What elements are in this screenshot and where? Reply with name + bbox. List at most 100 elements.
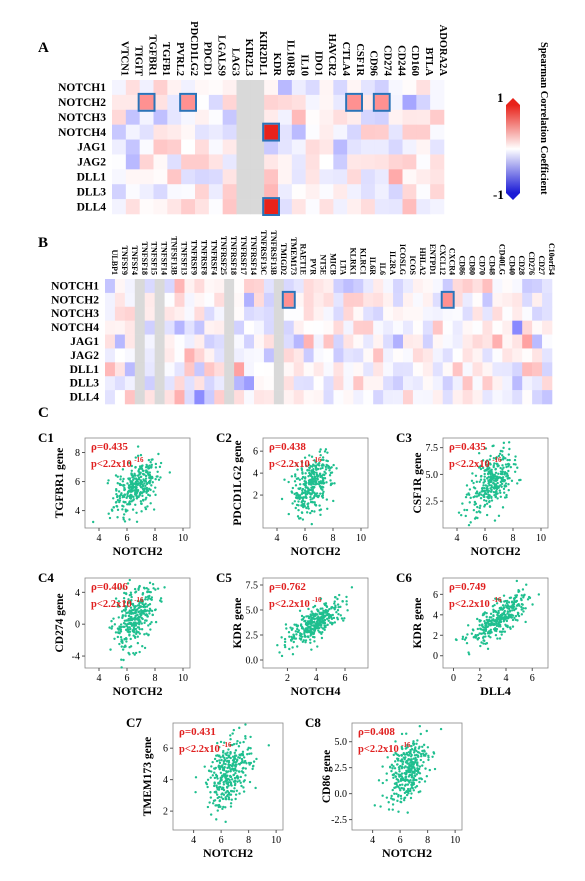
column-label: BTLA bbox=[423, 47, 434, 76]
data-point bbox=[311, 491, 314, 494]
data-point bbox=[489, 476, 492, 479]
data-point bbox=[124, 604, 127, 608]
data-point bbox=[229, 743, 232, 747]
data-point bbox=[387, 808, 391, 811]
heatmap-cell bbox=[323, 320, 334, 335]
heatmap-cell bbox=[273, 376, 285, 391]
heatmap-cell bbox=[139, 124, 154, 140]
data-point bbox=[287, 512, 290, 516]
data-point bbox=[145, 605, 149, 608]
heatmap-cell bbox=[462, 306, 473, 321]
data-point bbox=[218, 759, 221, 762]
heatmap-cell bbox=[293, 376, 304, 391]
heatmap-cell bbox=[305, 124, 320, 140]
data-point bbox=[489, 469, 492, 472]
data-point bbox=[154, 462, 158, 466]
data-point bbox=[227, 796, 231, 799]
data-point bbox=[420, 755, 423, 758]
heatmap-cell bbox=[383, 279, 394, 294]
column-label: TNFRSF25 bbox=[219, 236, 228, 275]
data-point bbox=[506, 458, 509, 462]
data-point bbox=[126, 582, 130, 585]
heatmap-cell bbox=[263, 362, 275, 377]
data-point bbox=[121, 625, 125, 629]
heatmap-cell bbox=[194, 306, 205, 321]
data-point bbox=[138, 650, 141, 654]
heatmap-cell bbox=[154, 390, 165, 405]
data-point bbox=[478, 620, 481, 623]
data-point bbox=[134, 503, 137, 507]
data-point bbox=[287, 631, 291, 634]
data-point bbox=[298, 609, 302, 612]
x-tick-label: 6 bbox=[125, 673, 130, 684]
data-point bbox=[324, 611, 327, 614]
data-point bbox=[326, 451, 329, 454]
data-point bbox=[332, 499, 335, 503]
heatmap-cell bbox=[462, 348, 473, 363]
data-point bbox=[312, 605, 315, 609]
data-point bbox=[299, 516, 302, 520]
plot-frame bbox=[442, 437, 549, 529]
data-point bbox=[318, 509, 321, 512]
data-point bbox=[408, 752, 412, 755]
heatmap-cell bbox=[184, 334, 195, 349]
data-point bbox=[118, 642, 121, 646]
p-stat: p<2.2x10 bbox=[91, 459, 132, 470]
heatmap-cell bbox=[139, 169, 154, 185]
heatmap-cell bbox=[112, 154, 127, 170]
data-point bbox=[235, 742, 238, 745]
data-point bbox=[244, 774, 247, 777]
data-point bbox=[224, 797, 227, 801]
heatmap-cell bbox=[224, 362, 235, 377]
heatmap-cell bbox=[264, 199, 279, 215]
y-tick-label: 2 bbox=[253, 491, 258, 502]
data-point bbox=[134, 465, 137, 469]
heatmap-cell bbox=[134, 376, 146, 391]
heatmap-cell bbox=[383, 334, 394, 349]
data-point bbox=[222, 783, 226, 786]
data-point bbox=[156, 587, 160, 590]
heatmap-cell bbox=[482, 320, 493, 335]
data-point bbox=[148, 602, 152, 606]
heatmap-cell bbox=[462, 334, 473, 349]
data-point bbox=[287, 480, 290, 484]
data-point bbox=[505, 619, 509, 623]
heatmap-cell bbox=[283, 390, 295, 405]
data-point bbox=[209, 813, 213, 816]
heatmap-cell bbox=[482, 334, 493, 349]
rho-stat: ρ=0.435 bbox=[91, 441, 128, 453]
heatmap-cell bbox=[432, 362, 444, 377]
data-point bbox=[301, 627, 305, 630]
x-tick-label: 2 bbox=[285, 673, 290, 684]
data-point bbox=[481, 459, 485, 462]
data-point bbox=[129, 637, 132, 641]
data-point bbox=[465, 508, 469, 512]
heatmap-cell bbox=[430, 169, 445, 185]
panel-b-label: B bbox=[38, 235, 48, 251]
data-point bbox=[511, 603, 514, 607]
data-point bbox=[478, 492, 481, 496]
data-point bbox=[324, 468, 328, 471]
heatmap-cell bbox=[403, 306, 414, 321]
p-stat: p<2.2x10 bbox=[449, 459, 490, 470]
heatmap-cell bbox=[134, 334, 146, 349]
heatmap-cell bbox=[333, 362, 344, 377]
column-label: TNFRSF13C bbox=[259, 230, 268, 275]
heatmap-cell bbox=[254, 306, 265, 321]
row-label: JAG1 bbox=[70, 336, 99, 348]
data-point bbox=[312, 612, 315, 616]
data-point bbox=[411, 782, 414, 786]
heatmap-cell bbox=[291, 124, 306, 140]
column-label: IL2RA bbox=[388, 251, 397, 275]
heatmap-cell bbox=[353, 390, 364, 405]
data-point bbox=[149, 590, 152, 594]
highlight-box bbox=[262, 122, 280, 142]
y-tick-label: 7.5 bbox=[426, 443, 439, 454]
data-point bbox=[301, 518, 305, 521]
data-point bbox=[495, 478, 499, 482]
data-point bbox=[225, 770, 228, 773]
column-label: TGFBR1 bbox=[146, 35, 157, 76]
heatmap-cell bbox=[502, 306, 513, 321]
data-point bbox=[125, 640, 128, 643]
data-point bbox=[144, 602, 147, 606]
